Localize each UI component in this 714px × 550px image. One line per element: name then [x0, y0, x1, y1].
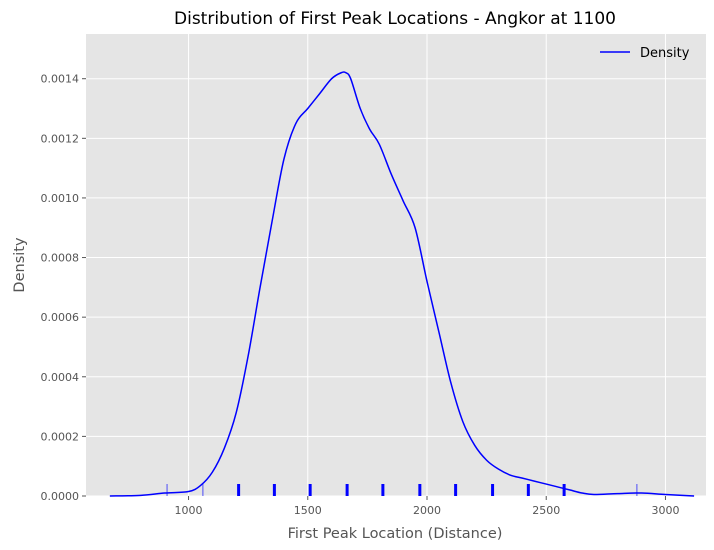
- x-tick-label: 1500: [294, 504, 322, 517]
- y-axis-ticks: 0.0000 0.0002 0.0004 0.0006 0.0008 0.0010 0.00…: [41, 73, 86, 503]
- plot-background: [86, 34, 706, 496]
- grid: [86, 34, 706, 497]
- y-tick-label: 0.0014: [41, 73, 80, 86]
- y-tick-label: 0.0012: [41, 132, 80, 145]
- y-tick-label: 0.0002: [41, 430, 80, 443]
- density-line: [109, 71, 695, 497]
- y-tick-label: 0.0008: [41, 252, 80, 265]
- x-tick-label: 3000: [651, 504, 679, 517]
- y-tick-label: 0.0006: [41, 311, 80, 324]
- x-tick-label: 2500: [532, 504, 560, 517]
- x-tick-label: 1000: [175, 504, 203, 517]
- x-axis-ticks: 1000 1500 2000 2500 3000: [175, 496, 679, 517]
- rug-plot: [166, 484, 638, 496]
- legend: Density: [600, 46, 690, 61]
- x-axis-label: First Peak Location (Distance): [288, 526, 503, 542]
- y-tick-label: 0.0010: [41, 192, 80, 205]
- y-tick-label: 0.0004: [41, 371, 80, 384]
- legend-label: Density: [640, 46, 690, 61]
- y-axis-label: Density: [12, 237, 28, 293]
- x-tick-label: 2000: [413, 504, 441, 517]
- chart-title: Distribution of First Peak Locations - A…: [174, 9, 616, 29]
- y-tick-label: 0.0000: [41, 490, 80, 503]
